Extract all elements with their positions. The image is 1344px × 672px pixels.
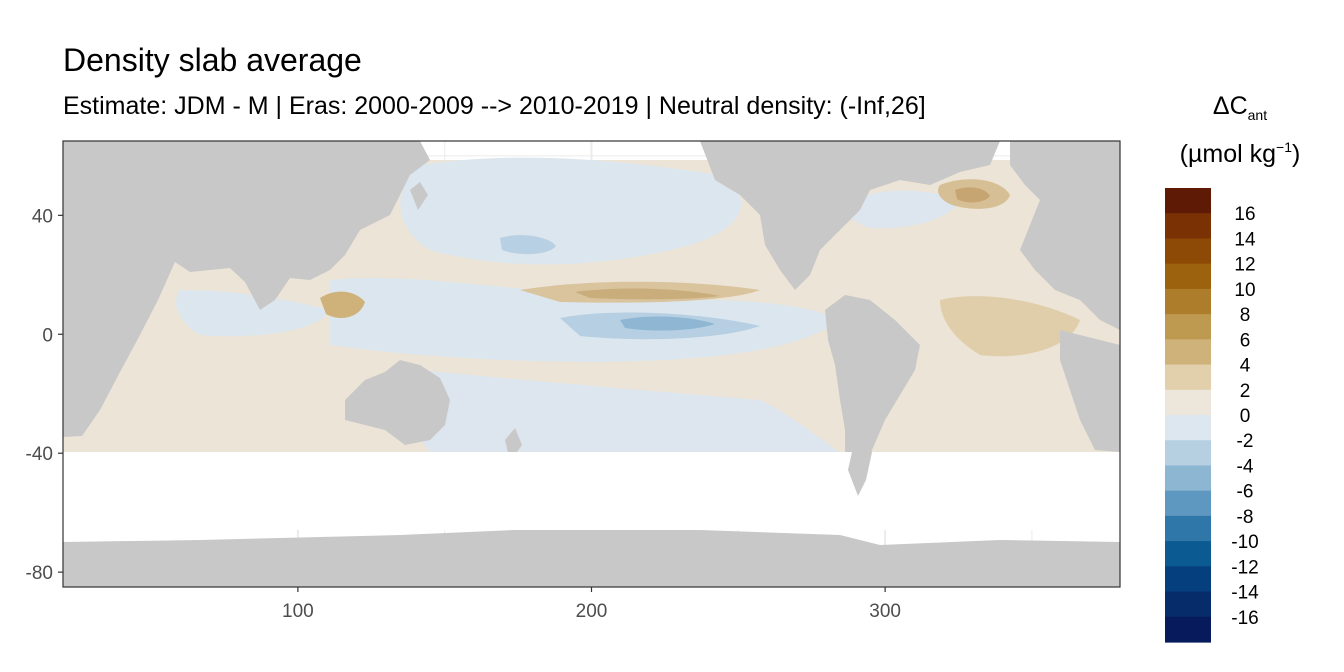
- indonesian-warm-region: [320, 291, 365, 318]
- legend-swatch: [1165, 465, 1211, 492]
- equatorial-cool-center: [620, 316, 715, 331]
- land-eurasia-africa: [63, 141, 430, 437]
- legend-swatch: [1165, 591, 1211, 618]
- legend-label: 0: [1240, 406, 1251, 427]
- plot-panel: [63, 141, 1120, 587]
- land-south-america: [825, 295, 920, 495]
- legend-swatch: [1165, 364, 1211, 391]
- legend-swatches: [1165, 188, 1211, 643]
- indian-ocean-cool-strip: [176, 290, 330, 337]
- legend-swatch: [1165, 288, 1211, 315]
- legend-label: 10: [1234, 280, 1255, 301]
- legend-title: ΔCant: [1213, 92, 1267, 123]
- legend: ΔCant (µmol kg−1) 16 14 12 10 8 6 4 2 0 -2 -4 -6 -8 -…: [1165, 92, 1300, 643]
- legend-swatch: [1165, 515, 1211, 542]
- north-pacific-cool-core: [500, 235, 556, 255]
- legend-swatch: [1165, 490, 1211, 517]
- legend-swatch: [1165, 238, 1211, 265]
- legend-label: -16: [1231, 608, 1258, 629]
- legend-swatch: [1165, 616, 1211, 643]
- legend-swatch: [1165, 440, 1211, 467]
- legend-label: -8: [1237, 507, 1254, 528]
- legend-label: 2: [1240, 381, 1251, 402]
- land-south-america-tip: [848, 452, 872, 496]
- no-data-band: [63, 452, 1120, 530]
- legend-label: 8: [1240, 305, 1251, 326]
- legend-swatch: [1165, 213, 1211, 240]
- legend-label: -14: [1231, 583, 1259, 604]
- x-tick-label: 100: [282, 601, 314, 622]
- legend-swatch: [1165, 339, 1211, 366]
- legend-swatch: [1165, 541, 1211, 567]
- y-tick-label: 40: [32, 206, 53, 227]
- legend-swatch: [1165, 263, 1211, 290]
- land-antarctica: [63, 528, 1120, 587]
- legend-labels: 16 14 12 10 8 6 4 2 0 -2 -4 -6 -8 -10 -12 -14 -16: [1231, 204, 1259, 629]
- y-tick-label: 0: [42, 325, 53, 346]
- land-masses: [63, 141, 1120, 587]
- legend-label: 6: [1240, 330, 1251, 351]
- land-greenland-europe: [1010, 141, 1120, 330]
- land-japan: [410, 182, 428, 210]
- south-pacific-cool-region: [411, 370, 840, 452]
- legend-label: -10: [1231, 532, 1258, 553]
- land-australia: [345, 360, 450, 445]
- legend-units: (µmol kg−1): [1180, 139, 1301, 168]
- legend-swatch: [1165, 566, 1211, 593]
- x-axis: 100 200 300: [282, 587, 901, 622]
- chart-subtitle: Estimate: JDM - M | Eras: 2000-2009 --> …: [63, 92, 926, 120]
- chart-title: Density slab average: [63, 42, 362, 78]
- y-tick-label: -80: [26, 563, 53, 584]
- land-north-america: [700, 141, 1000, 290]
- land-africa-west: [1060, 330, 1120, 452]
- legend-swatch: [1165, 188, 1211, 214]
- x-tick-label: 300: [869, 601, 901, 622]
- legend-label: -4: [1237, 456, 1254, 477]
- legend-label: 16: [1234, 204, 1255, 225]
- legend-label: -2: [1237, 431, 1254, 452]
- pacific-warm-core: [575, 288, 720, 300]
- legend-label: -6: [1237, 482, 1254, 503]
- north-atlantic-warm-center: [955, 187, 990, 203]
- legend-label: 14: [1234, 229, 1256, 250]
- y-tick-label: -40: [26, 444, 53, 465]
- x-tick-label: 200: [576, 601, 608, 622]
- y-axis: 40 0 -40 -80: [26, 206, 63, 584]
- legend-label: 4: [1240, 356, 1251, 377]
- legend-label: 12: [1234, 255, 1255, 276]
- legend-swatch: [1165, 389, 1211, 416]
- north-atlantic-cool-region: [846, 190, 960, 229]
- north-pacific-cool-region: [400, 157, 742, 265]
- legend-swatch: [1165, 314, 1211, 340]
- legend-label: -12: [1231, 557, 1258, 578]
- legend-swatch: [1165, 415, 1211, 441]
- tropical-atlantic-warm-region: [940, 296, 1080, 357]
